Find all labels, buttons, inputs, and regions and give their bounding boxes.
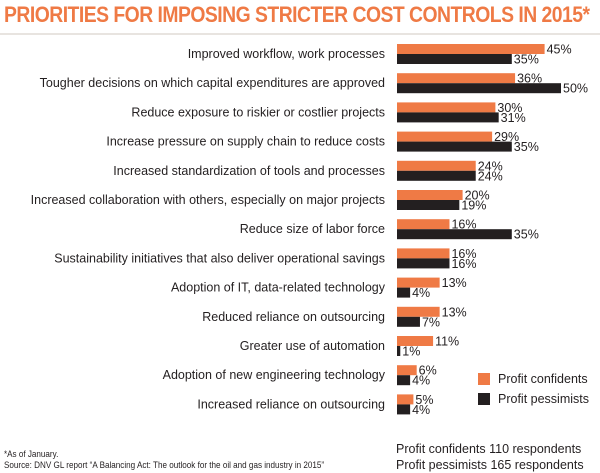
category-group: Increased standardization of tools and p…	[113, 159, 502, 183]
data-label-confidents: 13%	[442, 276, 467, 290]
bar-pessimists	[397, 170, 476, 181]
bar-pessimists	[397, 229, 512, 240]
data-label-confidents: 29%	[494, 130, 519, 144]
bar-pessimists	[397, 258, 450, 269]
data-label-pessimists: 35%	[514, 140, 539, 154]
data-label-pessimists: 1%	[402, 345, 420, 359]
data-label-confidents: 5%	[415, 393, 433, 407]
footnote-asterisk: *As of January.	[4, 449, 59, 459]
data-label-confidents: 6%	[419, 364, 437, 378]
data-label-pessimists: 16%	[451, 257, 476, 271]
data-label-confidents: 13%	[442, 305, 467, 319]
bar-pessimists	[397, 375, 411, 386]
bar-confidents	[397, 219, 450, 230]
category-label: Improved workflow, work processes	[188, 47, 385, 61]
data-label-confidents: 36%	[517, 72, 542, 86]
data-label-confidents: 16%	[451, 247, 476, 261]
category-group: Adoption of new engineering technology 6%…	[163, 364, 437, 388]
category-label: Adoption of IT, data-related technology	[171, 281, 386, 295]
data-label-confidents: 30%	[497, 101, 522, 115]
bar-pessimists	[397, 141, 512, 152]
data-label-pessimists: 35%	[514, 53, 539, 67]
bar-confidents	[397, 73, 516, 84]
legend-item-confidents: Profit confidents	[478, 369, 589, 389]
data-label-confidents: 11%	[435, 335, 459, 349]
category-label: Reduce exposure to riskier or costlier p…	[131, 105, 385, 119]
bar-confidents	[397, 190, 463, 200]
category-label: Increase pressure on supply chain to red…	[106, 135, 385, 149]
category-group: Adoption of IT, data-related technology 1…	[171, 276, 467, 300]
category-group: Increased collaboration with others, esp…	[31, 189, 490, 213]
data-label-pessimists: 4%	[412, 403, 430, 417]
bar-confidents	[397, 160, 476, 171]
category-group: Reduce size of labor force 16% 35%	[240, 218, 539, 242]
category-group: Tougher decisions on which capital expen…	[40, 72, 588, 96]
data-label-pessimists: 24%	[478, 169, 503, 183]
data-label-pessimists: 50%	[563, 82, 588, 96]
bar-confidents	[397, 102, 496, 113]
legend-swatch-pessimists	[478, 393, 490, 405]
category-label: Reduced reliance on outsourcing	[202, 310, 385, 324]
bar-pessimists	[397, 112, 499, 123]
category-group: Reduced reliance on outsourcing 13%7%	[202, 305, 466, 329]
bar-pessimists	[397, 287, 411, 298]
category-label: Tougher decisions on which capital expen…	[40, 76, 385, 90]
category-group: Increase pressure on supply chain to red…	[106, 130, 538, 154]
category-label: Increased standardization of tools and p…	[113, 164, 385, 178]
category-label: Greater use of automation	[240, 339, 385, 353]
respondents-confidents: Profit confidents 110 respondents	[396, 442, 582, 456]
legend-swatch-confidents	[478, 373, 490, 385]
data-label-pessimists: 35%	[514, 228, 539, 242]
category-label: Adoption of new engineering technology	[163, 368, 386, 382]
legend-label-confidents: Profit confidents	[498, 372, 588, 386]
data-label-pessimists: 19%	[461, 199, 486, 213]
data-label-confidents: 45%	[547, 43, 572, 57]
legend-item-pessimists: Profit pessimists	[478, 389, 589, 409]
bar-confidents	[397, 306, 440, 317]
data-label-pessimists: 31%	[501, 111, 526, 125]
data-label-pessimists: 4%	[412, 374, 430, 388]
footnote-source: Source: DNV GL report “A Balancing Act: …	[4, 460, 325, 470]
category-group: Increased reliance on outsourcing 5%4%	[197, 393, 433, 417]
bar-confidents	[397, 365, 417, 376]
bar-pessimists	[397, 316, 420, 327]
title-divider	[0, 33, 600, 35]
category-group: Reduce exposure to riskier or costlier p…	[131, 101, 525, 125]
legend: Profit confidents Profit pessimists	[478, 369, 589, 409]
bar-pessimists	[397, 404, 411, 415]
category-label: Increased collaboration with others, esp…	[31, 193, 385, 207]
bar-confidents	[397, 394, 414, 405]
bar-chart: Improved workflow, work processes 45% 35% T…	[31, 43, 588, 417]
category-label: Reduce size of labor force	[240, 222, 385, 236]
bar-confidents	[397, 131, 493, 142]
category-group: Sustainability initiatives that also del…	[54, 247, 476, 271]
category-label: Increased reliance on outsourcing	[197, 397, 385, 411]
category-label: Sustainability initiatives that also del…	[54, 251, 385, 265]
data-label-pessimists: 4%	[412, 286, 430, 300]
bar-confidents	[397, 277, 440, 288]
bar-confidents	[397, 44, 545, 54]
category-group: Improved workflow, work processes 45% 35%	[188, 43, 572, 67]
category-group: Greater use of automation 11% 1%	[240, 335, 459, 359]
bar-pessimists	[397, 200, 460, 210]
bar-confidents	[397, 336, 434, 346]
respondents-pessimists: Profit pessimists 165 respondents	[396, 458, 584, 472]
bar-pessimists	[397, 346, 401, 356]
bar-pessimists	[397, 54, 512, 64]
data-label-pessimists: 7%	[422, 315, 440, 329]
bar-confidents	[397, 248, 450, 259]
chart-title: PRIORITIES FOR IMPOSING STRICTER COST CO…	[4, 2, 590, 27]
data-label-confidents: 24%	[478, 159, 503, 173]
data-label-confidents: 16%	[451, 218, 476, 232]
legend-label-pessimists: Profit pessimists	[498, 392, 589, 406]
bar-pessimists	[397, 83, 561, 94]
data-label-confidents: 20%	[465, 189, 490, 203]
